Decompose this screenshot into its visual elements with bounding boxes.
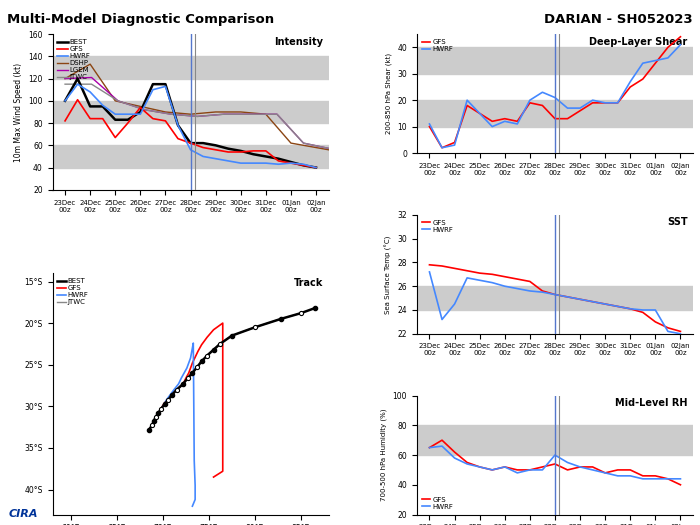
Legend: BEST, GFS, HWRF, DSHP, LGEM, JTWC: BEST, GFS, HWRF, DSHP, LGEM, JTWC [56,38,92,81]
Bar [417,286,693,310]
Bar [52,145,328,167]
Legend: BEST, GFS, HWRF, JTWC: BEST, GFS, HWRF, JTWC [56,277,90,307]
Bar [417,100,693,127]
Bar [52,56,328,79]
Legend: GFS, HWRF: GFS, HWRF [421,38,454,54]
Text: Intensity: Intensity [274,37,323,47]
Text: Multi-Model Diagnostic Comparison: Multi-Model Diagnostic Comparison [7,13,274,26]
Text: DARIAN - SH052023: DARIAN - SH052023 [545,13,693,26]
Text: SST: SST [667,217,687,227]
Text: Deep-Layer Shear: Deep-Layer Shear [589,37,687,47]
Y-axis label: 700-500 hPa Humidity (%): 700-500 hPa Humidity (%) [381,409,387,501]
Y-axis label: 200-850 hPa Shear (kt): 200-850 hPa Shear (kt) [386,53,392,134]
Y-axis label: 10m Max Wind Speed (kt): 10m Max Wind Speed (kt) [14,62,22,162]
Text: Mid-Level RH: Mid-Level RH [615,398,687,408]
Y-axis label: Sea Surface Temp (°C): Sea Surface Temp (°C) [385,235,392,313]
Text: Track: Track [294,278,323,288]
Legend: GFS, HWRF: GFS, HWRF [421,218,454,234]
Bar [417,425,693,455]
Bar [417,47,693,74]
Bar [52,101,328,123]
Legend: GFS, HWRF: GFS, HWRF [421,495,454,511]
Text: CIRA: CIRA [8,509,38,519]
